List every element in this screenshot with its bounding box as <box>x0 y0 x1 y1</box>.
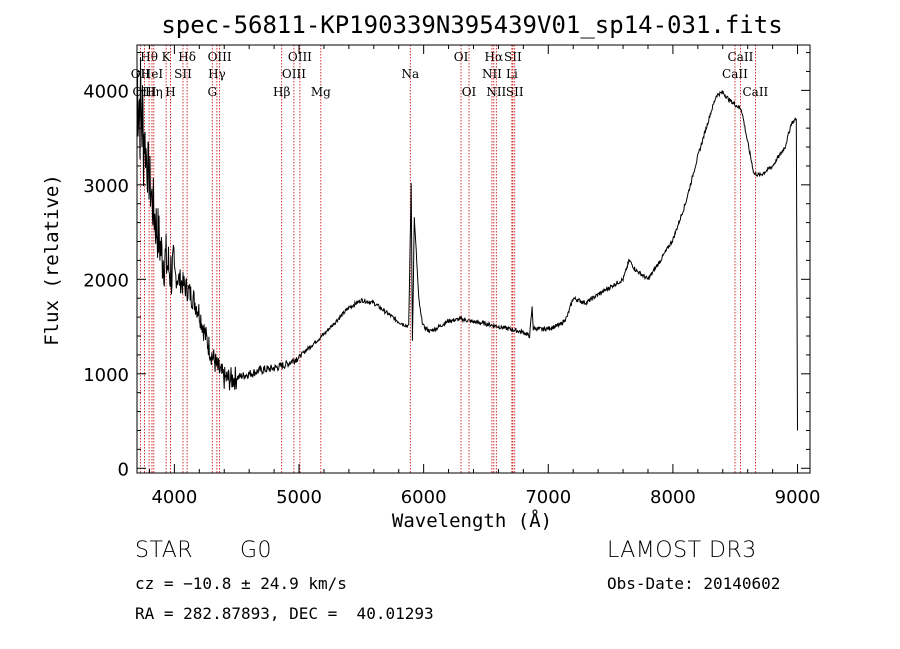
line-label-18: OI <box>462 85 477 99</box>
line-label-20: NII <box>482 67 502 81</box>
y-tick-label-2: 2000 <box>83 270 129 291</box>
y-tick-label-4: 4000 <box>83 81 129 102</box>
x-tick-label-2: 6000 <box>401 487 447 508</box>
y-axis: 0 1000 2000 3000 4000 <box>83 52 810 480</box>
spectrum-series <box>136 57 798 431</box>
redshift-readout: cz = −10.8 ± 24.9 km/s <box>135 574 347 593</box>
x-tick-label-3: 7000 <box>525 487 571 508</box>
line-label-24: SII <box>506 85 524 99</box>
line-label-8: Hδ <box>178 50 196 64</box>
y-axis-label: Flux (relative) <box>41 174 63 346</box>
line-label-17: OI <box>454 50 469 64</box>
plot-frame <box>136 44 811 474</box>
line-label-11: G <box>207 85 217 99</box>
line-label-13: OIII <box>288 50 312 64</box>
x-tick-label-5: 9000 <box>775 487 821 508</box>
x-axis-label: Wavelength (Å) <box>392 509 552 532</box>
line-label-2: OIII <box>132 85 156 99</box>
line-label-7: H <box>165 85 175 99</box>
survey-name: LAMOST DR3 <box>607 538 757 563</box>
y-tick-label-1: 1000 <box>83 365 129 386</box>
line-label-23: Li <box>506 67 518 81</box>
line-label-12: Hβ <box>273 85 290 99</box>
line-label-14: OIII <box>282 67 306 81</box>
x-axis: 4000 5000 6000 7000 8000 9000 <box>148 45 821 508</box>
coordinates-readout: RA = 282.87893, DEC = 40.01293 <box>135 604 434 623</box>
line-label-1: Hθ <box>140 50 158 64</box>
object-class: STAR <box>135 538 194 563</box>
line-label-5: K <box>162 50 172 64</box>
line-label-15: Mg <box>311 85 331 99</box>
y-tick-label-3: 3000 <box>83 176 129 197</box>
line-label-10: Hγ <box>208 67 226 81</box>
line-label-26: CaII <box>722 67 748 81</box>
x-tick-label-1: 5000 <box>276 487 322 508</box>
y-tick-label-0: 0 <box>118 459 129 480</box>
line-label-25: CaII <box>728 50 754 64</box>
line-label-6: SII <box>174 67 192 81</box>
observation-date: Obs-Date: 20140602 <box>607 574 781 593</box>
line-label-27: CaII <box>742 85 768 99</box>
line-label-3: HeI <box>141 67 164 81</box>
chart-title: spec-56811-KP190339N395439V01_sp14-031.f… <box>161 11 782 39</box>
line-label-19: Hα <box>485 50 504 64</box>
x-tick-label-0: 4000 <box>151 487 197 508</box>
line-label-16: Na <box>401 67 419 81</box>
spectrum-line <box>136 57 798 431</box>
line-label-21: NII <box>486 85 506 99</box>
line-label-22: SII <box>504 50 522 64</box>
line-label-4: Hη <box>145 85 163 99</box>
line-label-9: OIII <box>208 50 232 64</box>
x-tick-label-4: 8000 <box>650 487 696 508</box>
object-subclass: G0 <box>240 538 273 563</box>
